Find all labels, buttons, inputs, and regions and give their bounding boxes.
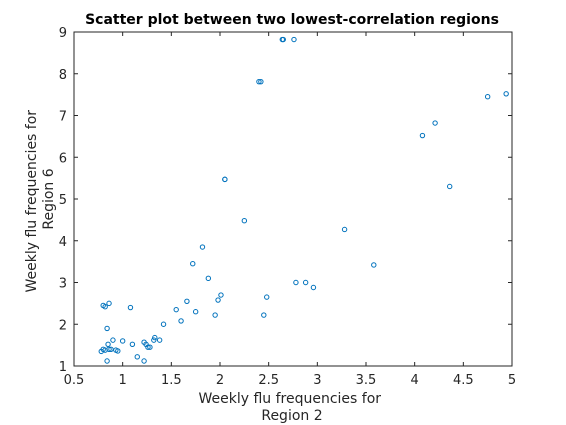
data-point [102,304,108,310]
data-point [108,346,114,352]
data-point [105,341,111,347]
data-point [258,78,264,85]
data-point [147,344,153,350]
y-tick-label: 4 [59,235,67,250]
y-axis-label-line-1: Weekly flu frequencies for [24,110,40,293]
y-axis-label: Weekly flu frequencies for Region 6 [24,105,57,292]
data-point [212,312,218,318]
data-point [447,183,453,190]
data-point [173,306,179,313]
y-tick-label: 5 [59,193,67,208]
y-axis-label-line-2: Region 6 [41,168,57,229]
data-point [484,94,491,100]
scatter-points [98,36,509,364]
chart-title: Scatter plot between two lowest-correlat… [85,12,499,28]
x-tick-label: 2.5 [258,373,279,388]
y-tick-label: 1 [59,360,67,375]
data-point [302,279,309,286]
data-point [261,312,267,318]
data-point [106,346,112,352]
data-point [192,309,199,315]
data-point [503,91,509,97]
y-tick-label: 3 [59,277,67,292]
data-point [106,300,112,307]
data-point [190,261,196,267]
y-tick-label: 6 [59,151,67,166]
data-point [432,120,438,126]
x-tick-label: 2 [216,373,224,388]
data-point [218,292,224,298]
x-axis-label-line-2: Region 2 [261,408,322,424]
data-point [205,275,212,282]
data-point [371,262,377,268]
data-point [222,176,228,183]
data-point [151,337,157,343]
x-tick-label: 0.5 [64,373,85,388]
data-point [129,341,136,347]
y-tick-label: 8 [59,68,67,83]
data-point [310,284,317,291]
y-tick-label: 9 [59,26,67,41]
data-point [199,244,206,250]
data-point [178,318,184,324]
data-point [104,325,110,332]
data-point [110,337,116,343]
data-point [115,348,121,354]
y-tick-label: 2 [59,318,67,333]
x-tick-label: 4.5 [453,373,474,388]
x-tick-label: 3 [313,373,321,388]
x-tick-label: 1 [119,373,127,388]
data-point [145,344,151,350]
data-point [241,218,248,224]
data-point [184,298,190,304]
data-point [160,321,167,327]
data-point [152,334,158,341]
data-point [141,358,147,364]
x-axis-label: Weekly flu frequencies for Region 2 [198,391,385,424]
data-point [256,78,262,85]
data-point [127,304,134,311]
data-point [419,132,426,139]
data-point [104,358,110,364]
data-point [291,36,297,43]
data-point [279,36,285,43]
data-point [264,294,270,300]
y-axis: 1 2 3 4 5 6 7 8 9 [59,26,512,375]
data-point [215,297,221,303]
plot-frame [73,31,513,367]
x-tick-label: 4 [411,373,419,388]
data-point [341,226,348,233]
x-tick-label: 5 [508,373,516,388]
data-point [119,338,126,344]
x-axis: 0.5 1 1.5 2 2.5 3 3.5 4 4.5 5 [64,32,516,388]
x-tick-label: 1.5 [161,373,182,388]
y-tick-label: 7 [59,110,67,125]
data-point [293,279,299,286]
data-point [156,337,163,343]
x-axis-label-line-1: Weekly flu frequencies for [198,391,381,407]
x-tick-label: 3.5 [356,373,377,388]
plot-area [73,31,513,367]
data-point [134,354,140,360]
